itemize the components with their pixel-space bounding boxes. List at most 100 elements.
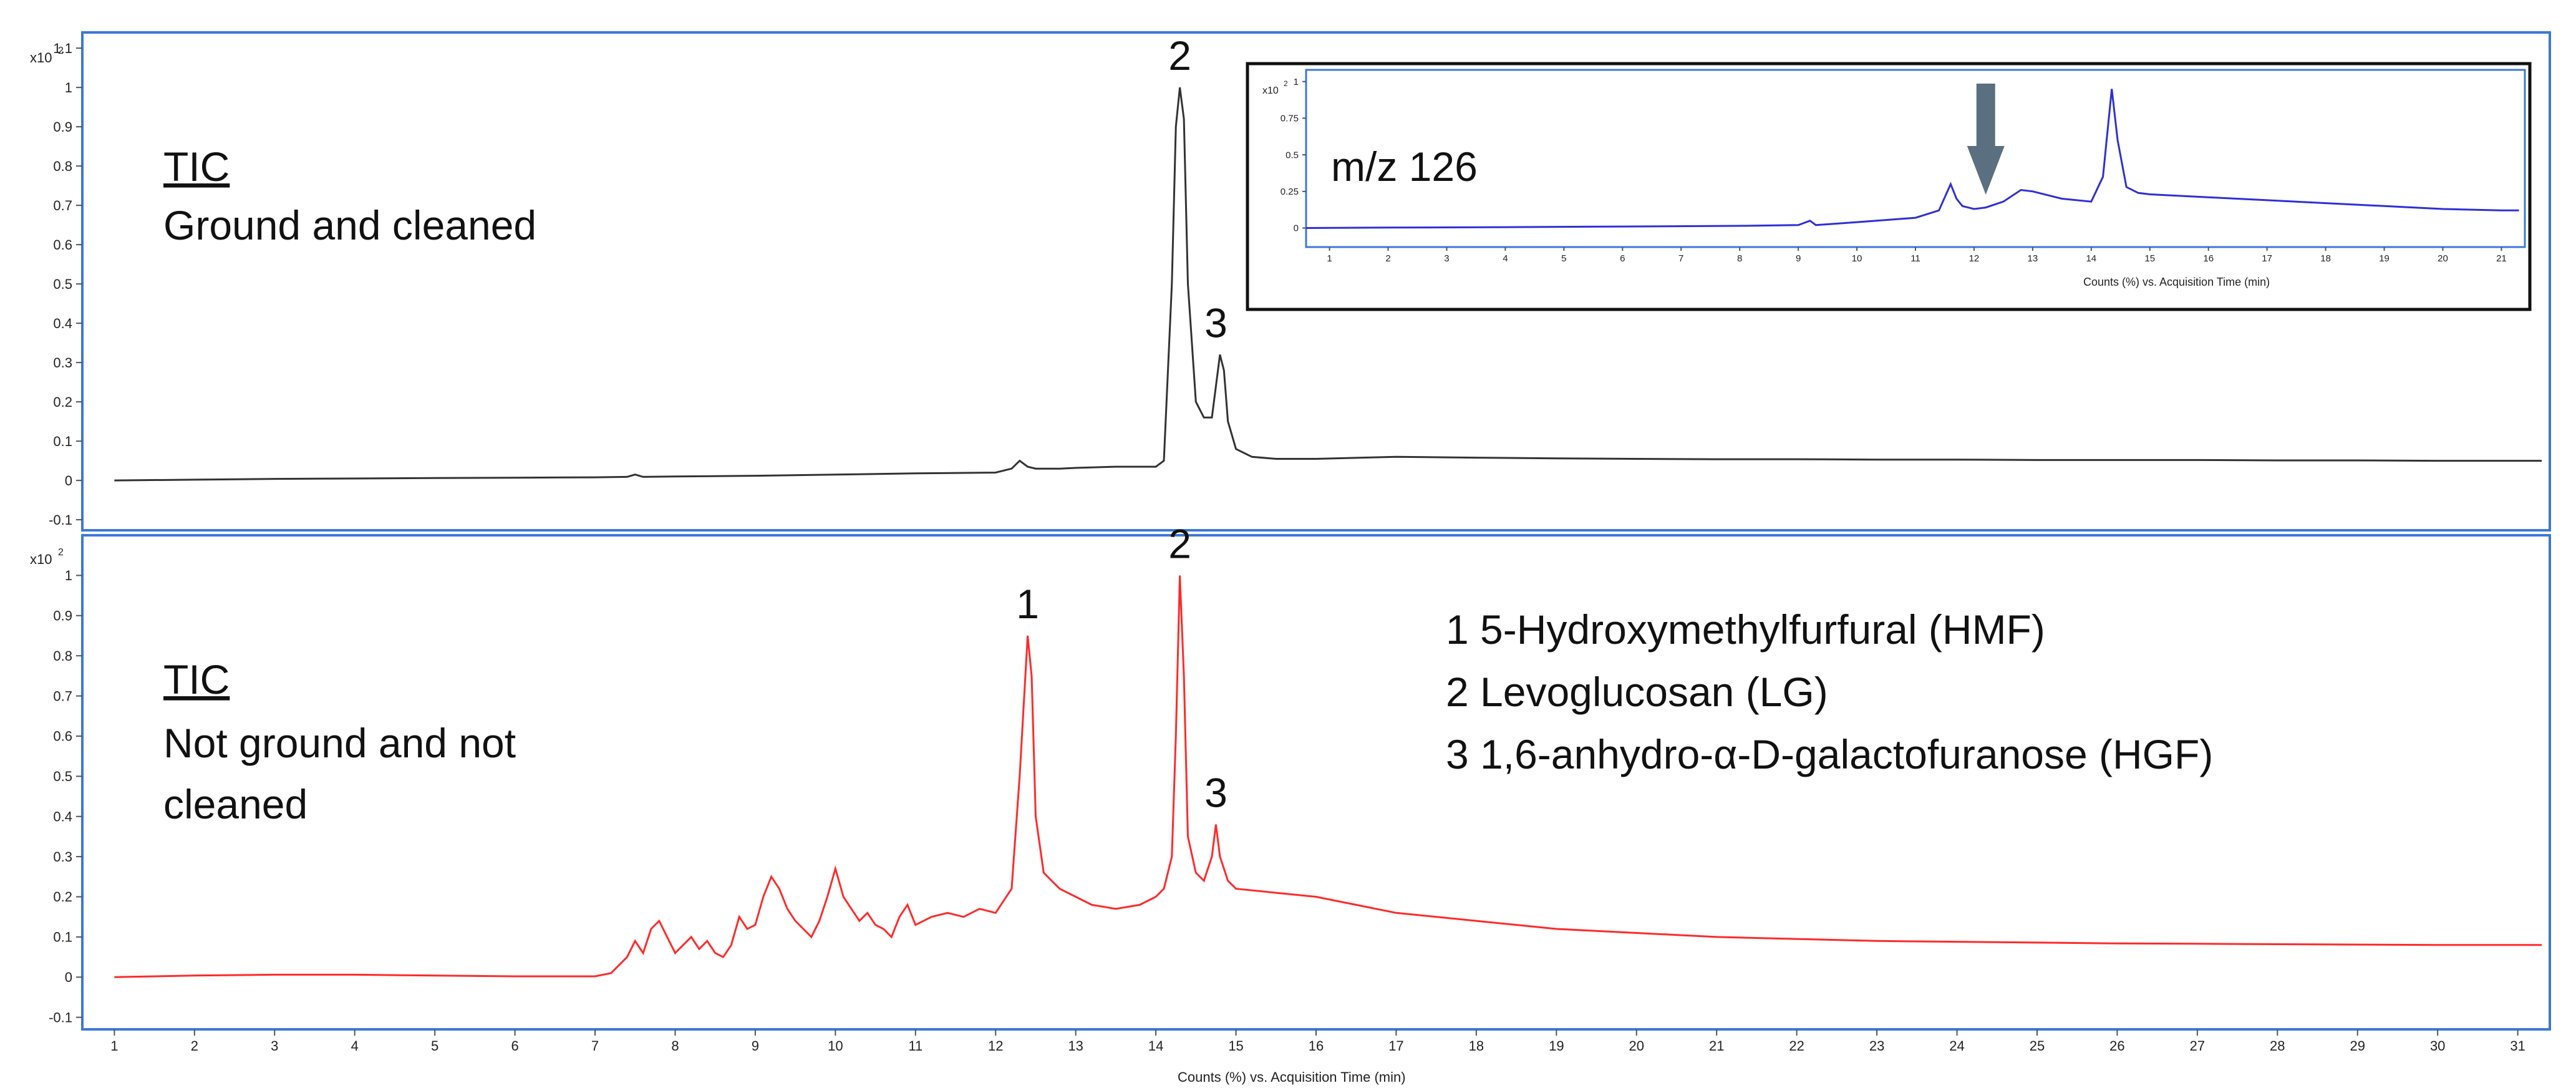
bottom-peak-labels: 1 2 3	[1016, 520, 1227, 815]
x-tick-label: 30	[2430, 1038, 2445, 1054]
x-tick-label: 12	[1969, 253, 1980, 264]
top-label-desc: Ground and cleaned	[163, 202, 536, 248]
x-tick-label: 23	[1869, 1038, 1884, 1054]
x-tick-label: 13	[1068, 1038, 1083, 1054]
x-tick-label: 11	[1910, 253, 1920, 264]
x-tick-label: 18	[2320, 253, 2331, 264]
top-panel-border	[81, 31, 2551, 532]
y-tick-label: 0.5	[1286, 150, 1299, 160]
top-series-line	[114, 87, 2542, 482]
y-tick-label: 0.2	[53, 889, 72, 905]
x-tick-label: 10	[1852, 253, 1862, 264]
bottom-x-axis: 1 2 3 4 5 6 7 8 9 10 11 12 13 14 15 16 17 18 19 20 21 22 23 24 2…	[110, 1029, 2525, 1054]
bottom-label-tic: TIC	[163, 656, 230, 702]
y-tick-label: 0	[1294, 223, 1299, 234]
y-tick-label: 0.9	[53, 608, 72, 623]
bottom-panel-border	[81, 534, 2551, 1031]
x-tick-label: 2	[1385, 253, 1390, 264]
x-tick-label: 9	[1796, 253, 1801, 264]
x-tick-label: 8	[1737, 253, 1742, 264]
x-tick-label: 3	[1444, 253, 1449, 264]
y-tick-label: 0.7	[53, 198, 72, 213]
top-y-axis: 1.1 1 0.9 0.8 0.7 0.6 0.5 0.4 0.3 0.2 0.1 0 -0.1	[49, 41, 82, 528]
x-tick-label: 14	[2086, 253, 2096, 264]
y-tick-label: 0.1	[53, 434, 72, 449]
peak-label: 3	[1204, 300, 1227, 346]
bottom-label-desc-line1: Not ground and not	[163, 720, 516, 766]
inset-x-axis: 1 2 3 4 5 6 7 8 9 10 11 12 13 14 15 16 17 18 19 20 21	[1327, 247, 2507, 264]
x-tick-label: 27	[2190, 1038, 2205, 1054]
x-tick-label: 10	[828, 1038, 843, 1054]
arrow-head	[1967, 146, 2005, 195]
x-tick-label: 11	[908, 1038, 922, 1054]
x-tick-label: 7	[591, 1038, 599, 1054]
x-tick-label: 19	[1549, 1038, 1564, 1054]
x-tick-label: 22	[1789, 1038, 1804, 1054]
down-arrow-icon	[1967, 84, 2005, 195]
x-tick-label: 1	[110, 1038, 118, 1054]
arrow-shaft	[1976, 84, 1995, 146]
peak-label: 3	[1204, 770, 1227, 816]
x-tick-label: 14	[1148, 1038, 1163, 1054]
y-tick-label: -0.1	[49, 512, 72, 528]
x-tick-label: 17	[2262, 253, 2272, 264]
inset-panel: x10 2 10.750.50.250 1 2 3 4 5 6 7 8 9 10 11 12 13 14 1…	[1246, 62, 2532, 311]
y-tick-label: 0	[65, 969, 72, 985]
x-tick-label: 2	[191, 1038, 198, 1054]
y-tick-label: 0.6	[53, 237, 72, 253]
peak-label: 1	[1016, 581, 1039, 627]
legend-item-2: 2 Levoglucosan (LG)	[1446, 669, 1828, 715]
x-tick-label: 12	[988, 1038, 1003, 1054]
top-y-multiplier-exp: 2	[58, 46, 64, 56]
y-tick-label: 0.4	[53, 316, 72, 331]
y-tick-label: 1.1	[53, 41, 72, 56]
y-tick-label: 0.25	[1281, 187, 1299, 197]
x-tick-label: 19	[2379, 253, 2390, 264]
x-tick-label: 20	[1629, 1038, 1644, 1054]
y-tick-label: 1	[65, 568, 72, 583]
peak-label: 2	[1168, 32, 1191, 79]
y-tick-label: 0.75	[1281, 114, 1299, 124]
inset-y-multiplier: x10	[1262, 85, 1279, 96]
bottom-label-desc-line2: cleaned	[163, 781, 307, 827]
inset-y-multiplier-exp: 2	[1284, 79, 1288, 88]
y-tick-label: 1	[1294, 77, 1299, 87]
y-tick-label: 0.8	[53, 648, 72, 664]
x-tick-label: 4	[351, 1038, 359, 1054]
x-tick-label: 7	[1678, 253, 1683, 264]
x-tick-label: 3	[271, 1038, 278, 1054]
bottom-x-label: Counts (%) vs. Acquisition Time (min)	[1178, 1069, 1406, 1085]
y-tick-label: 0.2	[53, 394, 72, 410]
bottom-y-axis: 1 0.9 0.8 0.7 0.6 0.5 0.4 0.3 0.2 0.1 0 -0.1	[49, 568, 82, 1025]
x-tick-label: 16	[2203, 253, 2214, 264]
x-tick-label: 20	[2438, 253, 2448, 264]
x-tick-label: 8	[671, 1038, 679, 1054]
x-tick-label: 24	[1949, 1038, 1964, 1054]
legend-item-3: 3 1,6-anhydro-α-D-galactofuranose (HGF)	[1446, 731, 2213, 777]
x-tick-label: 13	[2028, 253, 2038, 264]
x-tick-label: 28	[2270, 1038, 2285, 1054]
x-tick-label: 5	[1561, 253, 1566, 264]
x-tick-label: 29	[2350, 1038, 2365, 1054]
top-label-tic: TIC	[163, 143, 230, 190]
x-tick-label: 21	[1709, 1038, 1724, 1054]
y-tick-label: 0.4	[53, 809, 72, 824]
x-tick-label: 16	[1309, 1038, 1324, 1054]
y-tick-label: 0.1	[53, 930, 72, 945]
y-tick-label: 0.9	[53, 119, 72, 135]
x-tick-label: 6	[1620, 253, 1625, 264]
x-tick-label: 18	[1469, 1038, 1484, 1054]
x-tick-label: 15	[1228, 1038, 1243, 1054]
x-tick-label: 31	[2510, 1038, 2525, 1054]
top-panel: x10 2 1.1 1 0.9 0.8 0.7 0.6 0.5 0.4 0.3 0.2 0.1 0 -0…	[30, 31, 2551, 532]
inset-y-axis: 1 0.75 0.5 0.25 0	[1281, 77, 1306, 234]
bottom-y-multiplier: x10	[30, 551, 52, 567]
bottom-series-line	[114, 575, 2542, 978]
inset-series-line	[1305, 89, 2519, 229]
y-tick-label: 0.3	[53, 849, 72, 865]
bottom-y-multiplier-exp: 2	[58, 547, 64, 558]
x-tick-label: 21	[2496, 253, 2507, 264]
y-tick-label: 0.5	[53, 276, 72, 292]
bottom-panel: x10 2 10.90.80.70.60.50.40.30.20.10-0.1 …	[30, 520, 2551, 1085]
